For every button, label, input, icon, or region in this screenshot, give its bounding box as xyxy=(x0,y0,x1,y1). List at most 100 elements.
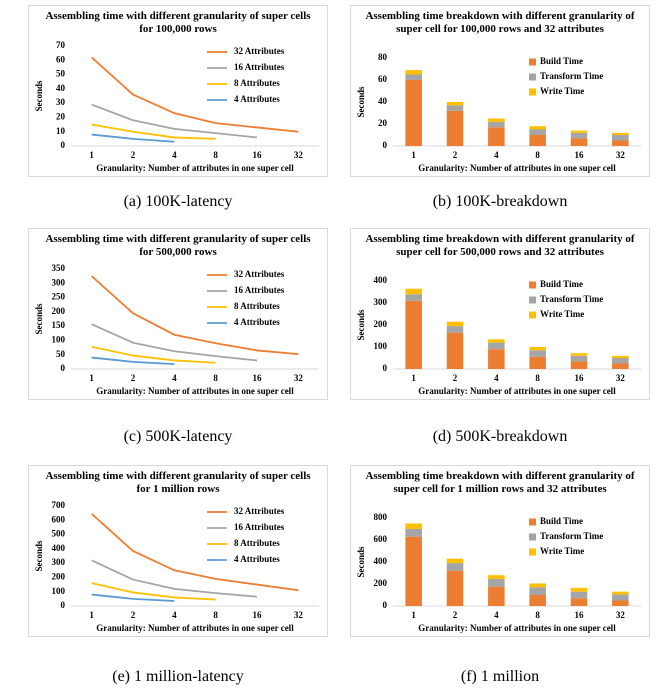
legend-swatch xyxy=(529,88,536,96)
plot: Seconds Granularity: Number of attributes… xyxy=(34,500,319,633)
y-tick-label: 400 xyxy=(374,275,388,285)
y-axis-label: Seconds xyxy=(356,309,366,341)
bar-segment xyxy=(570,361,588,369)
bar-segment xyxy=(529,347,546,351)
y-tick-label: 200 xyxy=(52,306,66,316)
legend-swatch xyxy=(529,533,536,541)
x-tick-label: 16 xyxy=(253,610,263,620)
chart-title: Assembling time breakdown with different… xyxy=(365,233,635,258)
chart-title: Assembling time with different granulari… xyxy=(45,233,311,258)
y-tick-label: 600 xyxy=(52,514,66,524)
chart: Seconds Granularity: Number of attributes… xyxy=(350,228,650,400)
bar-segment xyxy=(529,356,546,369)
y-tick-label: 0 xyxy=(383,363,388,373)
legend-label: 8 Attributes xyxy=(234,538,280,548)
y-tick-label: 100 xyxy=(52,334,66,344)
y-tick-label: 200 xyxy=(374,578,388,588)
x-tick-label: 16 xyxy=(253,373,263,383)
x-axis-label: Granularity: Number of attributes in one… xyxy=(96,386,294,396)
bar-segment xyxy=(612,594,629,601)
y-tick-label: 700 xyxy=(52,500,66,510)
plot: Seconds Granularity: Number of attributes… xyxy=(356,512,641,633)
bar-segment xyxy=(570,355,588,362)
legend-label: Transform Time xyxy=(540,71,603,81)
y-tick-label: 80 xyxy=(378,52,388,62)
series-line xyxy=(91,133,175,143)
bar-segment xyxy=(405,529,422,537)
bar-segment xyxy=(446,558,464,564)
x-tick-label: 8 xyxy=(535,373,540,383)
plot: Seconds Granularity: Number of attributes… xyxy=(34,263,319,396)
legend-label: 16 Attributes xyxy=(234,285,285,295)
y-tick-label: 400 xyxy=(52,543,66,553)
legend-swatch xyxy=(529,518,536,526)
legend-label: Build Time xyxy=(540,279,583,289)
x-tick-label: 16 xyxy=(253,150,263,160)
bar-segment xyxy=(612,363,629,369)
series-line xyxy=(91,323,258,362)
x-tick-label: 8 xyxy=(535,150,540,160)
x-tick-label: 1 xyxy=(411,150,416,160)
x-tick-label: 1 xyxy=(89,150,94,160)
legend-label: 4 Attributes xyxy=(234,317,280,327)
legend-label: 4 Attributes xyxy=(234,554,280,564)
legend-label: 8 Attributes xyxy=(234,301,280,311)
legend-label: 16 Attributes xyxy=(234,522,285,532)
y-tick-label: 200 xyxy=(374,319,388,329)
bar-segment xyxy=(612,355,629,358)
x-axis-label: Granularity: Number of attributes in one… xyxy=(418,623,616,633)
legend-label: Transform Time xyxy=(540,531,603,541)
y-axis-label: Seconds xyxy=(356,86,366,118)
bar-segment xyxy=(446,102,464,106)
bar-segment xyxy=(446,321,464,327)
bar-segment xyxy=(612,140,629,146)
series-line xyxy=(91,356,175,366)
y-tick-label: 50 xyxy=(56,349,66,359)
bar-segment xyxy=(446,332,464,369)
caption: (c) 500K-latency xyxy=(123,428,233,445)
x-tick-label: 4 xyxy=(172,610,177,620)
chart-title: Assembling time breakdown with different… xyxy=(365,470,635,495)
y-tick-label: 100 xyxy=(374,341,388,351)
series-line xyxy=(91,593,175,602)
y-axis-label: Seconds xyxy=(34,540,44,572)
chart: Seconds Granularity: Number of attributes… xyxy=(28,5,328,177)
bar-segment xyxy=(488,575,505,580)
y-tick-label: 300 xyxy=(52,277,66,287)
y-tick-label: 150 xyxy=(52,320,66,330)
x-tick-label: 32 xyxy=(294,610,304,620)
caption: (e) 1 million-latency xyxy=(112,668,244,685)
x-tick-label: 1 xyxy=(89,610,94,620)
y-tick-label: 50 xyxy=(56,69,66,79)
legend-label: Transform Time xyxy=(540,294,603,304)
y-tick-label: 20 xyxy=(378,118,388,128)
series-line xyxy=(91,582,216,601)
bar-segment xyxy=(612,600,629,606)
y-axis-label: Seconds xyxy=(34,80,44,112)
bar-segment xyxy=(529,350,546,357)
x-axis-label: Granularity: Number of attributes in one… xyxy=(418,386,616,396)
bar-segment xyxy=(488,586,505,606)
x-tick-label: 16 xyxy=(575,610,585,620)
series-line xyxy=(91,275,299,356)
y-tick-label: 60 xyxy=(378,74,388,84)
x-axis-label: Granularity: Number of attributes in one… xyxy=(418,163,616,173)
bar-segment xyxy=(405,294,422,301)
bar-segment xyxy=(446,570,464,606)
series-line xyxy=(91,513,299,592)
x-tick-label: 2 xyxy=(453,150,458,160)
legend-label: 8 Attributes xyxy=(234,78,280,88)
bar-segment xyxy=(529,583,546,588)
legend-swatch xyxy=(529,311,536,319)
bar-segment xyxy=(446,563,464,571)
x-tick-label: 2 xyxy=(131,150,136,160)
bar-segment xyxy=(488,127,505,146)
bar-segment xyxy=(570,138,588,146)
y-tick-label: 0 xyxy=(61,600,66,610)
bar-segment xyxy=(488,349,505,369)
bar-segment xyxy=(488,118,505,122)
series-line xyxy=(91,559,258,598)
x-tick-label: 2 xyxy=(131,610,136,620)
x-tick-label: 4 xyxy=(494,373,499,383)
legend-label: 32 Attributes xyxy=(234,269,285,279)
